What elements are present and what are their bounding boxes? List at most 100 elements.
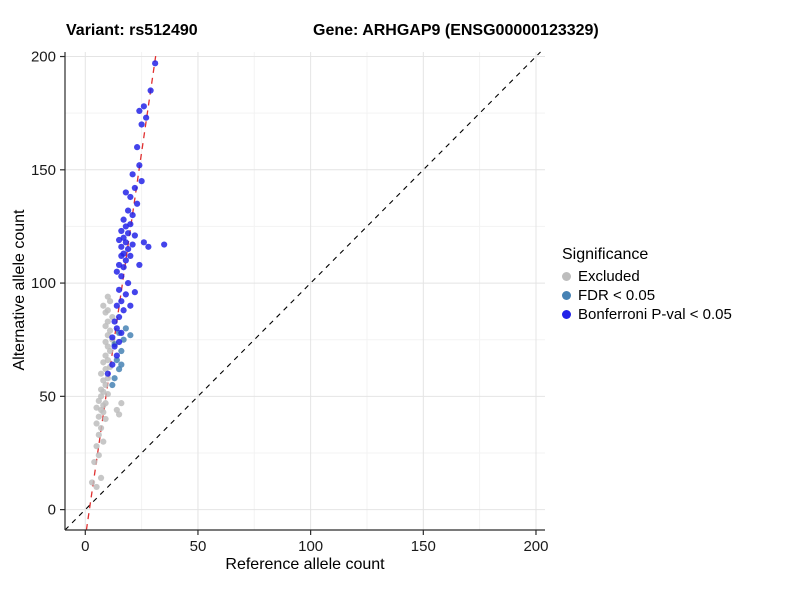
- legend-item-label: Bonferroni P-val < 0.05: [578, 306, 732, 323]
- data-point-2: [122, 291, 129, 298]
- data-point-2: [113, 352, 120, 359]
- y-axis-title: Alternative allele count: [11, 209, 28, 371]
- legend-title: Significance: [562, 246, 649, 263]
- data-point-2: [138, 121, 145, 128]
- data-point-0: [95, 413, 102, 420]
- x-tick-label: 200: [523, 538, 548, 555]
- data-point-2: [120, 307, 127, 314]
- data-point-0: [93, 483, 100, 491]
- data-point-0: [88, 479, 96, 486]
- data-point-2: [134, 200, 141, 207]
- legend: Significance Excluded FDR < 0.05 Bonferron…: [562, 246, 732, 324]
- data-point-2: [115, 261, 123, 269]
- y-tick-label: 0: [48, 502, 56, 519]
- legend-dot-icon: [562, 272, 571, 281]
- data-point-2: [152, 60, 159, 67]
- data-point-2: [143, 114, 150, 121]
- legend-item-0: Excluded: [562, 267, 732, 286]
- legend-item-label: Excluded: [578, 268, 640, 285]
- data-point-1: [127, 332, 134, 339]
- data-point-2: [134, 144, 141, 151]
- data-point-2: [129, 212, 136, 219]
- data-point-2: [120, 250, 127, 257]
- data-point-0: [93, 404, 100, 411]
- data-point-2: [118, 329, 125, 337]
- data-point-0: [97, 386, 105, 393]
- data-point-0: [104, 318, 111, 325]
- data-point-0: [93, 443, 100, 450]
- data-point-0: [102, 400, 109, 407]
- legend-items: Excluded FDR < 0.05 Bonferroni P-val < 0.0…: [562, 267, 732, 324]
- data-point-2: [109, 334, 116, 341]
- data-point-2: [111, 343, 118, 350]
- data-point-2: [113, 268, 120, 275]
- legend-dot-icon: [562, 291, 571, 300]
- data-point-2: [131, 289, 138, 296]
- data-point-1: [118, 347, 125, 355]
- data-point-2: [140, 103, 147, 110]
- data-point-0: [118, 400, 125, 407]
- data-point-0: [100, 302, 107, 309]
- data-point-0: [102, 352, 109, 359]
- data-point-2: [113, 302, 120, 309]
- data-point-2: [131, 232, 138, 239]
- data-point-2: [115, 286, 123, 293]
- data-point-2: [131, 184, 138, 192]
- data-point-2: [124, 279, 132, 287]
- data-point-0: [91, 458, 98, 466]
- data-point-0: [104, 307, 111, 314]
- data-point-1: [118, 361, 125, 368]
- data-point-1: [111, 375, 118, 382]
- data-point-0: [115, 411, 123, 418]
- legend-dot-icon: [562, 310, 571, 319]
- data-point-0: [93, 420, 100, 427]
- data-point-0: [97, 370, 105, 377]
- data-point-2: [118, 243, 125, 250]
- data-point-2: [129, 241, 136, 248]
- data-point-2: [129, 171, 136, 178]
- data-point-1: [109, 381, 116, 389]
- data-point-2: [111, 318, 118, 325]
- data-point-2: [122, 189, 129, 196]
- data-point-0: [102, 338, 109, 346]
- data-point-1: [122, 325, 129, 332]
- x-tick-label: 50: [190, 538, 207, 555]
- data-point-2: [118, 273, 125, 280]
- fit-line: [85, 51, 157, 531]
- x-axis-title: Reference allele count: [225, 556, 385, 573]
- data-point-2: [124, 230, 132, 237]
- data-point-2: [115, 338, 123, 346]
- data-point-2: [113, 325, 120, 332]
- data-point-2: [109, 361, 116, 368]
- plot-title-gene: Gene: ARHGAP9 (ENSG00000123329): [313, 22, 599, 39]
- data-point-0: [100, 438, 107, 445]
- data-point-2: [115, 313, 123, 321]
- data-point-0: [106, 327, 114, 334]
- x-tick-label: 150: [411, 538, 436, 555]
- data-point-2: [127, 221, 134, 228]
- x-tick-label: 0: [81, 538, 89, 555]
- data-point-2: [124, 245, 132, 253]
- y-tick-label: 150: [31, 162, 56, 179]
- data-point-0: [102, 415, 109, 423]
- data-point-1: [113, 356, 120, 364]
- legend-item-label: FDR < 0.05: [578, 287, 656, 304]
- data-point-2: [138, 178, 145, 185]
- data-point-2: [147, 87, 154, 94]
- y-tick-label: 100: [31, 275, 56, 292]
- y-tick-label: 200: [31, 49, 56, 66]
- data-point-2: [124, 207, 132, 214]
- data-point-2: [136, 261, 143, 269]
- data-point-2: [118, 227, 125, 235]
- legend-item-2: Bonferroni P-val < 0.05: [562, 305, 732, 324]
- x-tick-label: 100: [298, 538, 323, 555]
- data-point-2: [127, 252, 134, 259]
- data-point-2: [161, 241, 168, 248]
- plot-title-variant: Variant: rs512490: [66, 22, 198, 39]
- identity-line: [64, 51, 541, 531]
- data-point-0: [104, 293, 111, 300]
- data-point-2: [120, 216, 127, 223]
- data-point-2: [127, 302, 134, 309]
